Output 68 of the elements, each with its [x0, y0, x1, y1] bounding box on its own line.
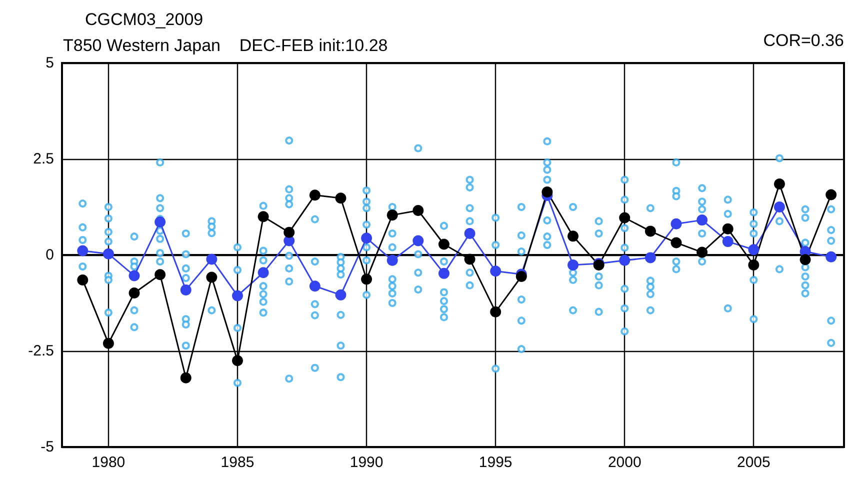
- point: [309, 190, 320, 201]
- point: [258, 267, 269, 278]
- point: [800, 254, 811, 266]
- point: [490, 306, 502, 318]
- point: [464, 228, 476, 239]
- point: [722, 223, 734, 234]
- point: [722, 236, 734, 248]
- point: [644, 252, 656, 264]
- point: [464, 254, 476, 265]
- text: COR=0.36: [763, 31, 844, 50]
- x-tick-label: 1995: [478, 454, 512, 471]
- point: [438, 268, 450, 279]
- point: [826, 189, 837, 200]
- point: [412, 235, 424, 246]
- point: [490, 266, 502, 277]
- point: [102, 248, 114, 260]
- point: [206, 272, 218, 283]
- point: [154, 216, 166, 228]
- point: [619, 254, 630, 266]
- point: [386, 254, 398, 266]
- point: [258, 211, 269, 222]
- point: [542, 186, 553, 198]
- point: [748, 259, 760, 270]
- x-tick-label: 2000: [608, 454, 642, 471]
- point: [232, 355, 243, 366]
- point: [284, 226, 295, 238]
- point: [128, 288, 140, 299]
- point: [154, 269, 166, 280]
- y-tick-label: -2.5: [28, 342, 54, 360]
- point: [335, 289, 346, 300]
- point: [826, 251, 837, 262]
- point: [696, 214, 708, 226]
- y-tick-label: 5: [46, 54, 54, 72]
- point: [516, 271, 527, 282]
- point: [309, 280, 320, 292]
- point: [438, 238, 450, 250]
- point: [232, 290, 243, 302]
- x-tick-label: 1985: [220, 454, 254, 471]
- point: [361, 232, 372, 244]
- y-tick-label: 0: [46, 246, 54, 264]
- point: [77, 245, 88, 256]
- point: [102, 338, 114, 349]
- y-tick-label: 2.5: [33, 150, 54, 168]
- point: [361, 274, 372, 285]
- point: [696, 246, 708, 258]
- point: [386, 210, 398, 221]
- point: [774, 202, 785, 212]
- point: [644, 226, 656, 237]
- point: [670, 218, 682, 230]
- chart-title: CGCM03_2009: [85, 10, 204, 29]
- point: [335, 192, 346, 204]
- point: [568, 259, 579, 270]
- point: [128, 270, 140, 282]
- point: [412, 204, 424, 216]
- point: [568, 230, 579, 242]
- point: [619, 212, 630, 224]
- point: [180, 284, 192, 296]
- y-tick-label: -5: [40, 438, 54, 456]
- point: [77, 274, 88, 286]
- point: [670, 237, 682, 248]
- point: [748, 244, 760, 256]
- point: [774, 178, 785, 190]
- point: [180, 372, 192, 384]
- point: [206, 254, 218, 265]
- chart-subtitle: T850 Western Japan DEC-FEB init:10.28: [63, 36, 388, 55]
- x-tick-label: 1980: [92, 454, 126, 471]
- x-tick-label: 1990: [350, 454, 384, 471]
- x-tick-label: 2005: [736, 454, 770, 471]
